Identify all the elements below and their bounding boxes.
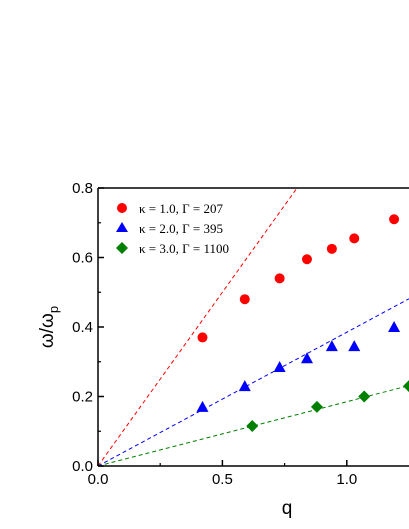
x-axis-title: q [282,498,293,519]
data-point-series-2 [238,380,251,392]
x-tick-label: 0.5 [212,471,233,488]
fit-line-series-1 [98,188,298,466]
legend-label-series-1: κ = 1.0, Γ = 207 [139,201,223,216]
y-axis-title-main: ω/ω [37,313,58,348]
data-point-series-1 [301,254,312,265]
fit-line-series-2 [98,298,409,466]
data-point-series-3 [403,380,409,393]
data-point-series-1 [274,273,285,284]
legend-marker-series-1 [117,203,127,213]
data-point-series-3 [246,420,259,433]
legend: κ = 1.0, Γ = 207 κ = 2.0, Γ = 395 κ = 3.… [116,201,229,256]
tick-labels: 0.0 0.5 1.0 0.0 0.2 0.4 0.6 0.8 [72,180,357,488]
data-point-series-1 [239,294,250,305]
data-point-series-2 [388,321,401,332]
y-tick-label: 0.0 [72,458,93,475]
data-point-series-2 [300,352,313,364]
ticks [97,187,348,467]
y-axis-title: ω/ωp [37,306,61,348]
data-markers [196,214,409,433]
y-tick-label: 0.6 [72,250,93,267]
y-tick-label: 0.4 [72,319,93,336]
x-tick-label: 0.0 [88,471,109,488]
data-point-series-2 [273,360,286,372]
data-point-series-1 [197,332,208,343]
data-point-series-3 [310,400,323,413]
fit-line-series-3 [98,385,409,466]
data-point-series-2 [348,340,361,352]
legend-label-series-3: κ = 3.0, Γ = 1100 [139,241,229,256]
y-tick-label: 0.8 [72,180,93,197]
data-point-series-1 [326,243,337,254]
data-point-series-3 [358,390,371,403]
legend-marker-series-2 [116,222,128,232]
fit-lines [98,188,409,466]
legend-marker-series-3 [116,242,128,254]
legend-label-series-2: κ = 2.0, Γ = 395 [139,221,223,236]
svg-text:ω/ωp: ω/ωp [37,306,61,348]
x-tick-label: 1.0 [336,471,357,488]
y-tick-label: 0.2 [72,389,93,406]
y-axis-title-sub: p [46,306,61,313]
data-point-series-1 [389,214,400,225]
data-point-series-2 [196,400,209,412]
data-point-series-2 [325,340,338,352]
data-point-series-1 [349,233,360,244]
